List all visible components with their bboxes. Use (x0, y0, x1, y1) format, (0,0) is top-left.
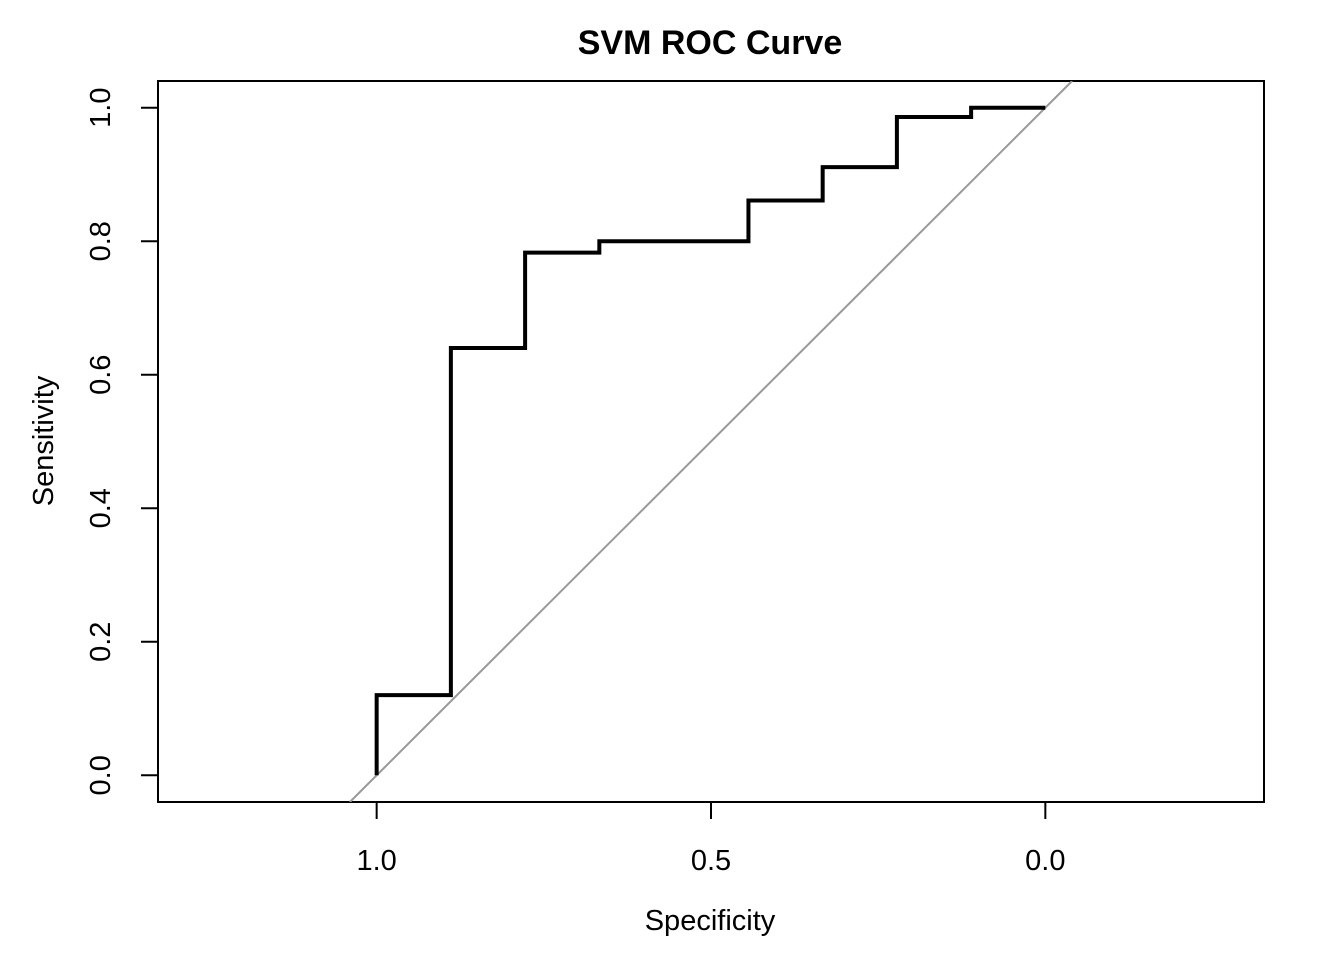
x-tick-label: 1.0 (356, 845, 396, 877)
roc-curve-line (374, 105, 1046, 776)
chart-title: SVM ROC Curve (578, 24, 843, 62)
x-axis: 1.0 0.5 0.0 (356, 801, 1066, 877)
y-tick-label: 1.0 (85, 88, 117, 128)
x-axis-label: Specificity (645, 905, 776, 937)
x-tick-label: 0.0 (1025, 845, 1065, 877)
reference-diagonal-line (349, 81, 1073, 802)
y-tick-label: 0.2 (85, 622, 117, 662)
y-tick-label: 0.0 (85, 755, 117, 795)
y-tick-label: 0.8 (85, 221, 117, 261)
x-tick-label: 0.5 (691, 845, 731, 877)
y-axis-label: Sensitivity (28, 375, 60, 506)
y-tick-label: 0.6 (85, 355, 117, 395)
y-tick-label: 0.4 (85, 488, 117, 528)
y-axis: 0.0 0.2 0.4 0.6 0.8 1.0 (85, 88, 159, 795)
